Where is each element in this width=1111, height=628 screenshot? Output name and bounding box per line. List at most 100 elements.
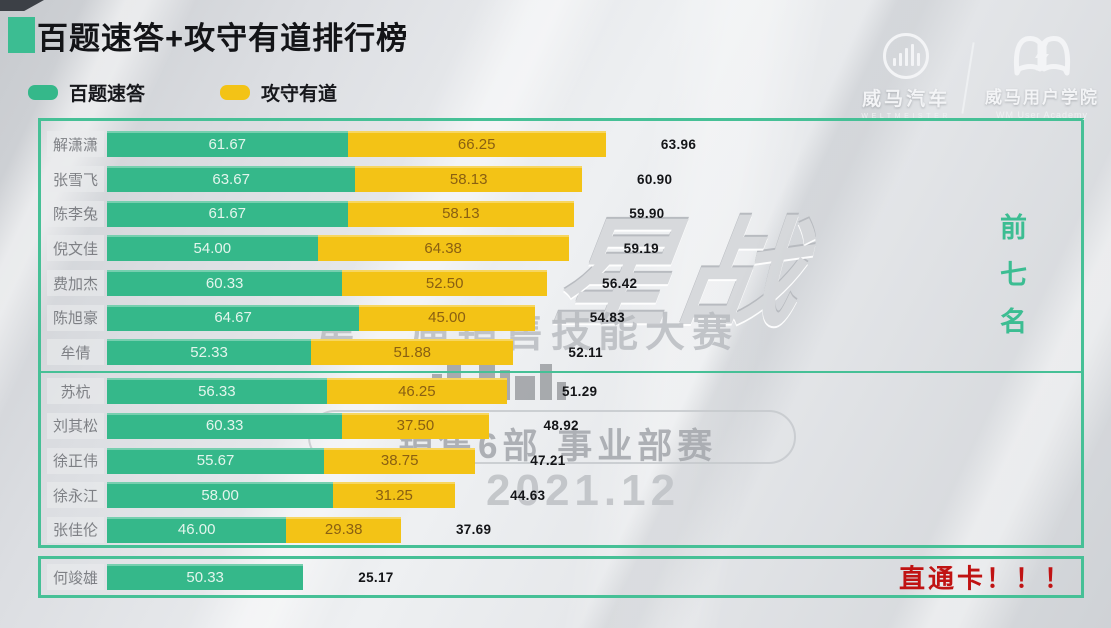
attack-defense-bar: 58.13 — [347, 200, 575, 227]
stacked-bar: 61.67 58.13 59.90 — [107, 200, 665, 227]
player-name: 刘其松 — [47, 412, 104, 439]
bar-value: 46.25 — [398, 382, 436, 400]
last-chart-row-container: 何竣雄 50.33 25.17 — [47, 560, 394, 595]
bar-value: 50.33 — [186, 568, 224, 586]
quick-answer-bar: 56.33 — [107, 378, 327, 405]
weltmeister-name: 威马汽车 — [862, 89, 951, 110]
average-score-label: 25.17 — [358, 569, 394, 585]
brand-logos: 威马汽车 WELTMEISTER 威马用户学院 WM User Academy — [861, 30, 1099, 120]
bar-value: 63.67 — [212, 170, 250, 188]
bar-value: 31.25 — [375, 486, 413, 504]
stacked-bar: 54.00 64.38 59.19 — [107, 235, 659, 262]
bar-value: 60.33 — [205, 274, 244, 292]
average-score-label: 47.21 — [530, 453, 566, 469]
academy-subtitle: WM User Academy — [995, 110, 1088, 120]
stacked-bar: 63.67 58.13 60.90 — [107, 166, 673, 193]
average-score-label: 60.90 — [637, 171, 673, 187]
average-score-label: 52.11 — [568, 344, 603, 360]
bar-value: 66.25 — [457, 135, 496, 153]
legend-swatch-attack-defense — [220, 85, 251, 100]
chart-row: 张佳伦 46.00 29.38 37.69 — [47, 513, 1081, 548]
academy-book-icon — [1013, 36, 1071, 76]
chart-row: 陈旭豪 64.67 45.00 54.83 — [47, 300, 1081, 335]
weltmeister-brand: 威马汽车 WELTMEISTER — [861, 33, 951, 120]
chart-row: 何竣雄 50.33 25.17 — [47, 560, 394, 595]
bar-value: 58.13 — [442, 205, 480, 223]
quick-answer-bar: 50.33 — [107, 564, 304, 590]
average-score-label: 54.83 — [589, 310, 625, 326]
quick-answer-bar: 60.33 — [107, 412, 343, 439]
weltmeister-subtitle: WELTMEISTER — [861, 113, 951, 120]
quick-answer-bar: 55.67 — [107, 447, 325, 474]
average-score-label: 48.92 — [543, 418, 579, 434]
top-seven-divider — [41, 370, 1081, 373]
average-score-label: 59.19 — [623, 240, 659, 256]
player-name: 陈旭豪 — [47, 304, 104, 331]
page-title: 百题速答+攻守有道排行榜 — [37, 21, 409, 56]
bar-value: 56.33 — [198, 382, 236, 400]
player-name: 陈李兔 — [47, 200, 104, 227]
player-name: 徐正伟 — [47, 447, 104, 474]
legend-label-quick-answer: 百题速答 — [69, 84, 146, 105]
bar-value: 64.38 — [424, 239, 462, 257]
average-score-label: 37.69 — [455, 522, 492, 538]
corner-decoration — [0, 0, 44, 11]
bar-value: 46.00 — [177, 521, 216, 539]
attack-defense-bar: 38.75 — [324, 447, 476, 474]
stacked-bar: 50.33 25.17 — [107, 564, 394, 590]
chart-rows: 解潇潇 61.67 66.25 63.96 张雪飞 63.67 58.13 60.90 陈李兔 6… — [41, 127, 1081, 548]
bar-value: 64.67 — [214, 309, 252, 327]
direct-pass-box: 何竣雄 50.33 25.17 直通卡！！！ — [38, 556, 1084, 598]
attack-defense-bar: 31.25 — [333, 482, 456, 509]
stacked-bar: 60.33 52.50 56.42 — [107, 270, 638, 297]
average-score-label: 51.29 — [562, 383, 598, 399]
player-name: 牟倩 — [47, 339, 104, 366]
stacked-bar: 52.33 51.88 52.11 — [107, 339, 603, 366]
average-score-label: 56.42 — [602, 275, 638, 291]
academy-name: 威马用户学院 — [985, 88, 1099, 107]
bar-value: 52.33 — [190, 343, 228, 361]
academy-brand: 威马用户学院 WM User Academy — [985, 30, 1099, 120]
player-name: 倪文佳 — [47, 235, 104, 262]
quick-answer-bar: 61.67 — [107, 200, 348, 227]
chart-row: 牟倩 52.33 51.88 52.11 — [47, 335, 1081, 370]
chart-row: 费加杰 60.33 52.50 56.42 — [47, 266, 1081, 301]
stacked-bar: 55.67 38.75 47.21 — [107, 447, 566, 474]
bar-value: 61.67 — [208, 135, 247, 153]
attack-defense-bar: 51.88 — [311, 339, 514, 366]
player-name: 张雪飞 — [47, 166, 104, 193]
bar-value: 58.13 — [449, 170, 488, 188]
chart-row: 陈李兔 61.67 58.13 59.90 — [47, 196, 1081, 231]
quick-answer-bar: 64.67 — [107, 304, 360, 331]
player-name: 苏杭 — [47, 378, 104, 405]
quick-answer-bar: 52.33 — [107, 339, 312, 366]
player-name: 费加杰 — [47, 270, 104, 297]
legend-label-attack-defense: 攻守有道 — [261, 84, 338, 105]
weltmeister-logo-icon — [883, 33, 930, 79]
attack-defense-bar: 64.38 — [317, 235, 569, 262]
quick-answer-bar: 60.33 — [107, 270, 343, 297]
stacked-bar: 60.33 37.50 48.92 — [107, 412, 579, 439]
attack-defense-bar: 58.13 — [355, 166, 583, 193]
bar-value: 55.67 — [196, 452, 235, 470]
attack-defense-bar: 45.00 — [359, 304, 535, 331]
bar-value: 29.38 — [324, 521, 363, 539]
stacked-bar: 46.00 29.38 37.69 — [107, 516, 492, 543]
attack-defense-bar: 66.25 — [347, 131, 606, 158]
bar-value: 51.88 — [393, 343, 432, 361]
stacked-bar: 61.67 66.25 63.96 — [107, 131, 696, 158]
title-accent-block — [8, 17, 35, 53]
quick-answer-bar: 46.00 — [107, 516, 287, 543]
brand-divider — [961, 42, 975, 114]
player-name: 何竣雄 — [47, 564, 104, 590]
average-score-label: 59.90 — [629, 206, 665, 222]
attack-defense-bar: 52.50 — [342, 270, 548, 297]
stacked-bar: 56.33 46.25 51.29 — [107, 378, 598, 405]
chart-row: 刘其松 60.33 37.50 48.92 — [47, 409, 1081, 444]
stacked-bar: 64.67 45.00 54.83 — [107, 304, 625, 331]
legend-swatch-quick-answer — [28, 85, 58, 100]
chart-row: 张雪飞 63.67 58.13 60.90 — [47, 162, 1081, 197]
player-name: 解潇潇 — [47, 131, 104, 158]
bar-value: 61.67 — [208, 205, 247, 223]
